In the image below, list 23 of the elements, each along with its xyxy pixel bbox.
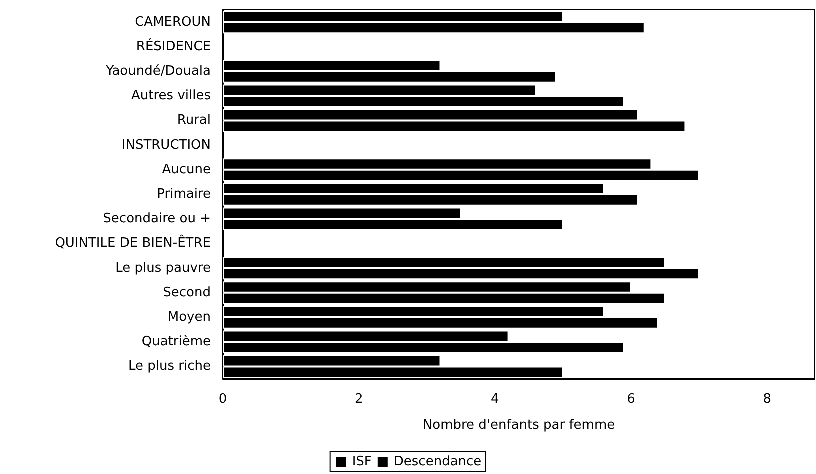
x-tick-label: 0 — [218, 392, 228, 407]
y-tick-label: Quatrième — [142, 334, 211, 350]
y-tick-label: INSTRUCTION — [122, 138, 211, 153]
y-tick-label: QUINTILE DE BIEN-ÊTRE — [55, 234, 211, 252]
x-tick-label: 6 — [627, 392, 636, 407]
x-tick-label: 8 — [763, 392, 772, 407]
x-tick-label: 2 — [354, 392, 364, 407]
x-tick-label: 4 — [491, 392, 500, 407]
y-tick-label: Primaire — [157, 187, 211, 202]
y-tick-label: Secondaire ou + — [103, 212, 211, 227]
y-tick-label: Le plus riche — [128, 359, 211, 374]
y-tick-label: Le plus pauvre — [116, 260, 211, 276]
y-tick-label: Rural — [177, 113, 211, 128]
x-axis-title: Nombre d'enfants par femme — [422, 418, 616, 433]
legend-label: ISF — [352, 454, 372, 470]
legend-label: Descendance — [394, 454, 482, 470]
y-tick-label: RÉSIDENCE — [136, 37, 211, 54]
y-tick-label: Autres villes — [132, 88, 212, 104]
y-tick-label: Aucune — [162, 162, 211, 178]
y-tick-label: Yaoundé/Douala — [105, 64, 211, 79]
y-tick-label: CAMEROUN — [135, 14, 211, 30]
y-tick-label: Second — [163, 285, 211, 300]
y-tick-label: Moyen — [168, 310, 211, 325]
